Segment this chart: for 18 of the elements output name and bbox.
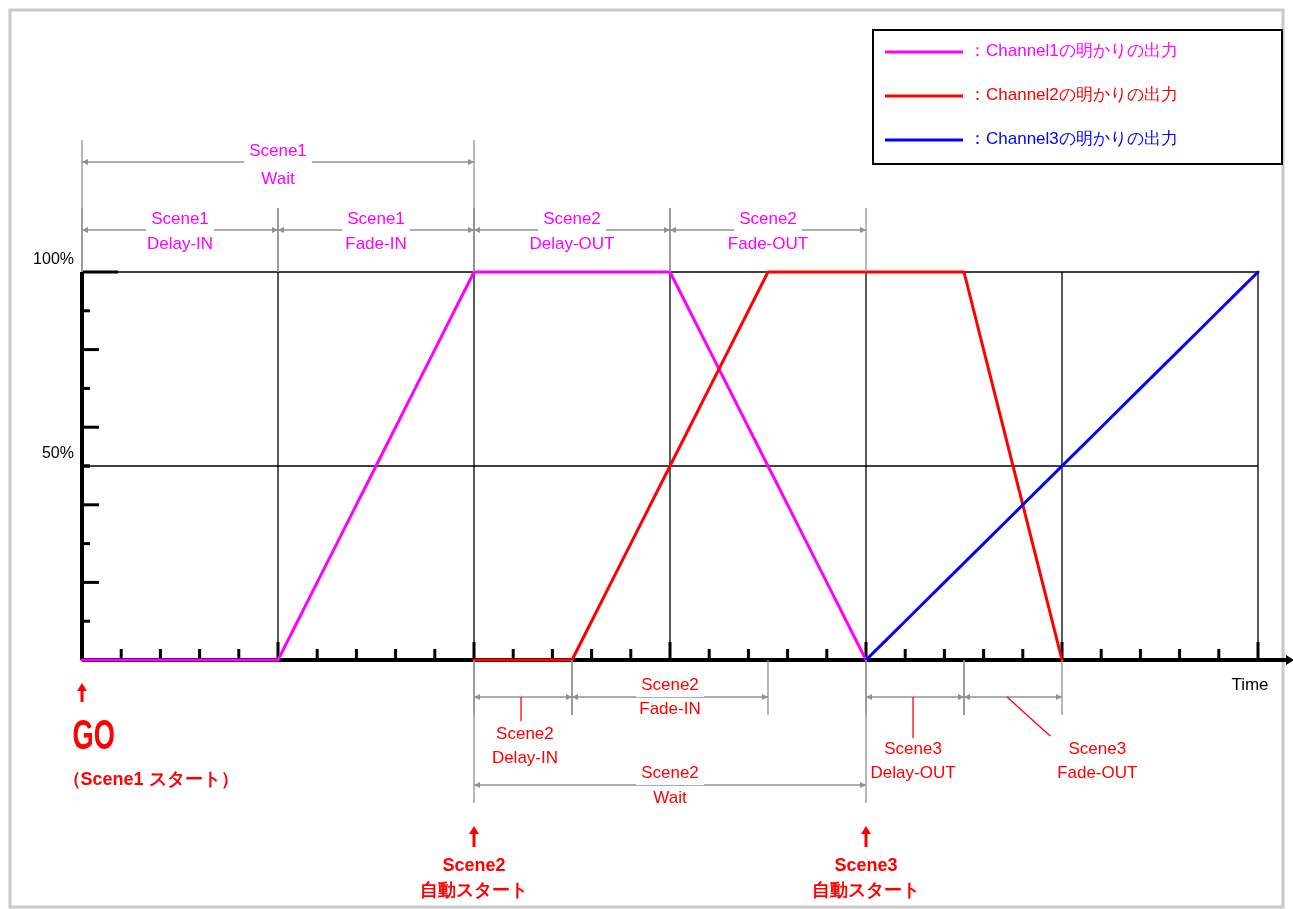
annotation: Scene2 Delay-OUT <box>473 207 671 273</box>
annotation: GO <box>72 711 115 759</box>
annotation: Scene3 自動スタート <box>812 854 920 900</box>
annotation: Scene1 Fade-IN <box>277 207 475 273</box>
x-axis-title: Time <box>1231 675 1269 695</box>
annotation: （Scene1 スタート） <box>62 768 239 789</box>
annotation: Scene3 Delay-OUT <box>865 659 965 783</box>
y-tick-label: 50% <box>41 444 74 462</box>
annotation: Scene3 Fade-OUT <box>963 659 1138 783</box>
legend-label: ：Channel2の明かりの出力 <box>969 85 1178 105</box>
annotation: Scene2 Fade-IN <box>571 659 769 721</box>
annotation: Scene2 自動スタート <box>420 854 528 900</box>
legend-label: ：Channel1の明かりの出力 <box>969 41 1178 61</box>
annotation: Scene2 Fade-OUT <box>669 207 867 273</box>
annotation: Scene1 Delay-IN <box>81 207 279 273</box>
y-tick-label: 100% <box>33 250 74 268</box>
legend-label: ：Channel3の明かりの出力 <box>969 129 1178 149</box>
annotation: Scene2 Delay-IN <box>473 659 573 768</box>
